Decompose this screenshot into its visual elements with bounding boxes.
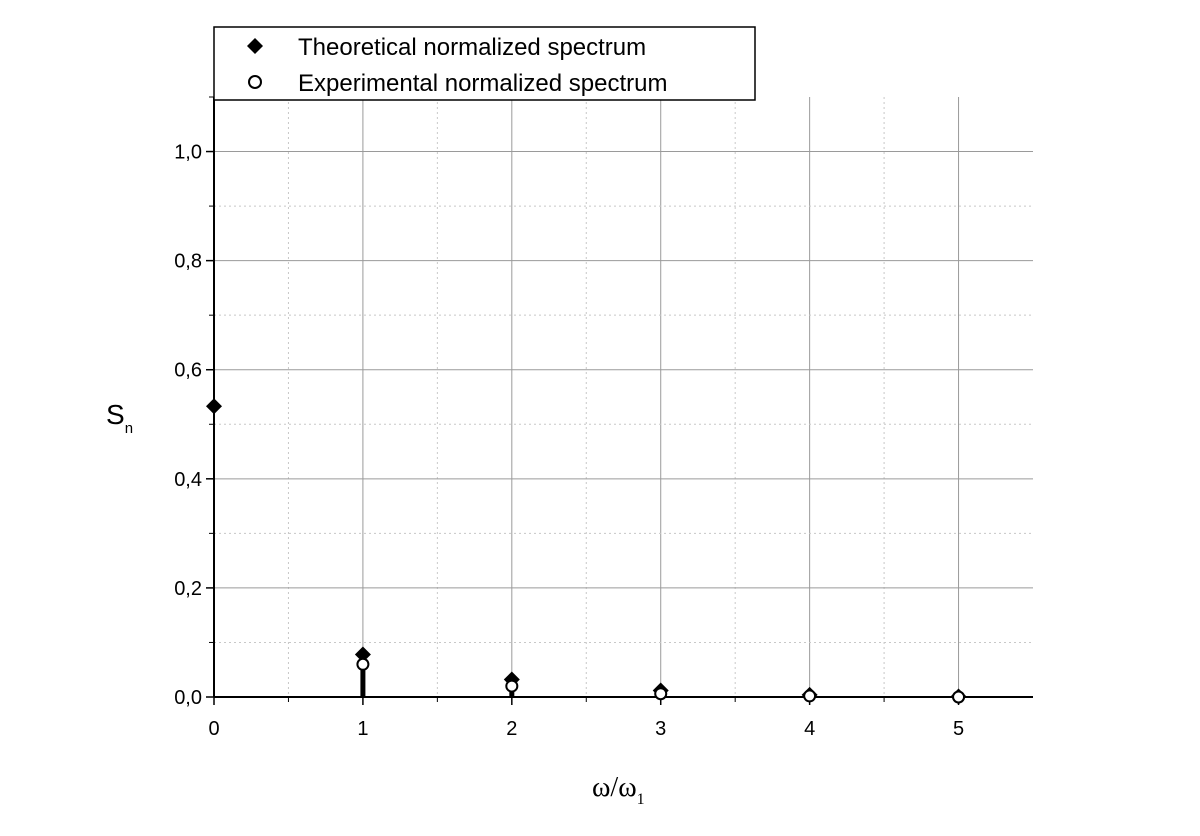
- ticks: 0 1 2 3 4 5 0,0 0,2 0,4 0,6 0,8 1,0: [174, 96, 964, 740]
- y-tick-label: 0,8: [174, 251, 202, 273]
- y-tick-label: 1,0: [174, 142, 202, 164]
- legend-circle-icon: [248, 75, 262, 89]
- markers: [206, 398, 967, 705]
- legend-diamond-icon: [247, 38, 263, 54]
- x-tick-label: 3: [655, 718, 666, 740]
- legend-label-theoretical: Theoretical normalized spectrum: [298, 34, 646, 61]
- legend: Theoretical normalized spectrum Experime…: [213, 26, 756, 101]
- grid-lines: [214, 97, 1033, 697]
- experimental-point: [952, 690, 966, 704]
- x-tick-label: 4: [804, 718, 815, 740]
- y-tick-label: 0,6: [174, 360, 202, 382]
- x-tick-label: 1: [357, 718, 368, 740]
- legend-label-experimental: Experimental normalized spectrum: [298, 70, 667, 97]
- y-tick-label: 0,4: [174, 469, 202, 491]
- experimental-point: [803, 689, 817, 703]
- x-tick-label: 5: [953, 718, 964, 740]
- theoretical-point: [354, 646, 371, 663]
- experimental-point: [356, 657, 370, 671]
- y-tick-label: 0,0: [174, 687, 202, 709]
- x-tick-label: 0: [208, 718, 219, 740]
- legend-box: [213, 26, 756, 101]
- experimental-point: [505, 679, 519, 693]
- x-tick-label: 2: [506, 718, 517, 740]
- theoretical-point: [206, 398, 222, 415]
- x-axis-title: ω/ω1: [592, 772, 645, 808]
- experimental-point: [654, 687, 668, 701]
- axes: [213, 97, 1033, 698]
- y-axis-title: Sn: [106, 399, 133, 437]
- y-tick-label: 0,2: [174, 578, 202, 600]
